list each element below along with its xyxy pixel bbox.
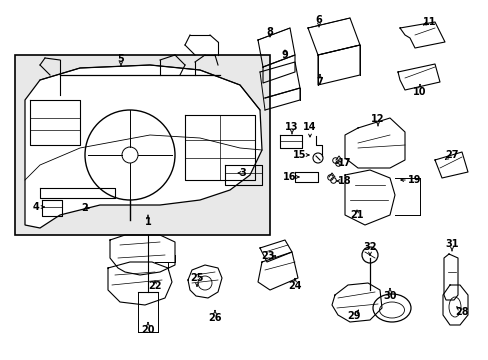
Text: 16: 16 — [283, 172, 296, 182]
Text: 29: 29 — [346, 311, 360, 321]
Text: 11: 11 — [423, 17, 436, 27]
Text: 12: 12 — [370, 114, 384, 124]
Text: 13: 13 — [285, 122, 298, 132]
Text: 2: 2 — [81, 203, 88, 213]
Text: 4: 4 — [33, 202, 40, 212]
Text: 5: 5 — [118, 54, 124, 64]
Text: 30: 30 — [383, 291, 396, 301]
Text: 21: 21 — [349, 210, 363, 220]
FancyBboxPatch shape — [15, 55, 269, 235]
Text: 19: 19 — [407, 175, 421, 185]
Text: 20: 20 — [141, 325, 154, 335]
Text: 23: 23 — [261, 251, 274, 261]
Text: 22: 22 — [148, 281, 162, 291]
Text: 18: 18 — [338, 176, 351, 186]
Text: 6: 6 — [315, 15, 322, 25]
Text: 8: 8 — [266, 27, 273, 37]
Text: 24: 24 — [287, 281, 301, 291]
Text: 31: 31 — [445, 239, 458, 249]
Text: 27: 27 — [445, 150, 458, 160]
Text: 3: 3 — [239, 168, 246, 178]
Text: 32: 32 — [363, 242, 376, 252]
Polygon shape — [25, 65, 262, 228]
Text: 28: 28 — [454, 307, 468, 317]
Text: 14: 14 — [303, 122, 316, 132]
Text: 1: 1 — [144, 217, 151, 227]
Text: 10: 10 — [412, 87, 426, 97]
Text: 9: 9 — [281, 50, 288, 60]
Text: 15: 15 — [293, 150, 306, 160]
Text: 25: 25 — [190, 273, 203, 283]
Text: 17: 17 — [338, 158, 351, 168]
Text: 7: 7 — [316, 77, 323, 87]
Text: 26: 26 — [208, 313, 221, 323]
